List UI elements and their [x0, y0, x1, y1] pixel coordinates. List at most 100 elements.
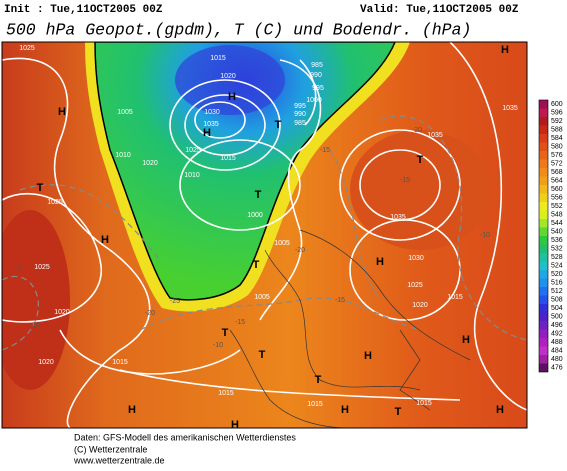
isobar-label: 1025	[185, 147, 201, 154]
warm-core	[350, 130, 490, 250]
isotherm-label: -20	[145, 310, 155, 317]
colorbar-cell	[539, 100, 548, 109]
pressure-center: H	[128, 404, 136, 416]
colorbar-label: 588	[551, 127, 563, 134]
pressure-center: H	[376, 256, 384, 268]
colorbar-label: 488	[551, 339, 563, 346]
pressure-center: H	[341, 404, 349, 416]
isobar-label: 1005	[274, 240, 290, 247]
isobar-label: 1015	[210, 55, 226, 62]
colorbar-label: 552	[551, 203, 563, 210]
isobar-label: 1015	[447, 294, 463, 301]
valid-time: Valid: Tue,11OCT2005 00Z	[360, 4, 519, 16]
isotherm-label: -15	[335, 297, 345, 304]
isotherm-label: -15	[400, 177, 410, 184]
isobar-label: 1020	[54, 309, 70, 316]
colorbar-cell	[539, 321, 548, 330]
pressure-center: H	[462, 334, 470, 346]
pressure-center: H	[58, 106, 66, 118]
isobar-label: 985	[294, 120, 306, 127]
colorbar-cell	[539, 185, 548, 194]
isobar-label: 1010	[184, 172, 200, 179]
isobar-label: 1015	[112, 359, 128, 366]
colorbar-cell	[539, 355, 548, 364]
colorbar-label: 524	[551, 263, 563, 270]
isotherm-label: -25	[170, 298, 180, 305]
isobar-label: 1005	[254, 294, 270, 301]
isobar-label: 990	[310, 72, 322, 79]
colorbar-label: 572	[551, 161, 563, 168]
map-frame	[1, 41, 528, 429]
isobar-label: 1025	[34, 264, 50, 271]
isobars	[2, 42, 527, 428]
pressure-center: H	[364, 350, 372, 362]
pressure-center: T	[37, 182, 44, 194]
colorbar-label: 484	[551, 348, 563, 355]
colorbar-label: 584	[551, 135, 563, 142]
colorbar-label: 592	[551, 118, 563, 125]
colorbar-cell	[539, 304, 548, 313]
colorbar-label: 492	[551, 331, 563, 338]
isobar-label: 1025	[407, 282, 423, 289]
colorbar-frame	[538, 99, 549, 373]
pressure-center: T	[222, 327, 229, 339]
footer-line: www.wetterzentrale.de	[73, 455, 165, 465]
colorbar-label: 504	[551, 305, 563, 312]
colorbar-cell	[539, 270, 548, 279]
colorbar-label: 564	[551, 178, 563, 185]
pressure-center: H	[101, 234, 109, 246]
colorbar-label: 512	[551, 288, 563, 295]
colorbar-cell	[539, 125, 548, 134]
isobar-label: 1020	[38, 359, 54, 366]
isobar-label: 1035	[502, 105, 518, 112]
colorbar-label: 532	[551, 246, 563, 253]
colorbar-cell	[539, 108, 548, 117]
colorbar-label: 496	[551, 322, 563, 329]
colorbar-label: 536	[551, 237, 563, 244]
colorbar-label: 560	[551, 186, 563, 193]
isobar-label: 1015	[416, 400, 432, 407]
pressure-center: T	[259, 349, 266, 361]
isotherm-label: -15	[235, 319, 245, 326]
colorbar-cell	[539, 117, 548, 126]
colorbar-cell	[539, 363, 548, 372]
colorbar-cell	[539, 227, 548, 236]
isotherm-label: -10	[213, 342, 223, 349]
isobar-label: 1015	[220, 155, 236, 162]
colorbar-label: 528	[551, 254, 563, 261]
pressure-center: T	[395, 406, 402, 418]
colorbar-label: 548	[551, 212, 563, 219]
colorbar-cell	[539, 278, 548, 287]
map-title: 500 hPa Geopot.(gpdm), T (C) und Bodendr…	[6, 20, 471, 39]
isobar-label: 1000	[306, 97, 322, 104]
colorbar-cell	[539, 134, 548, 143]
colorbar-label: 596	[551, 110, 563, 117]
colorbar-label: 520	[551, 271, 563, 278]
isobar-label: 1025	[47, 199, 63, 206]
colorbar-cell	[539, 142, 548, 151]
colorbar-cell	[539, 346, 548, 355]
colorbar-label: 556	[551, 195, 563, 202]
pressure-center: H	[496, 404, 504, 416]
isotherm-label: -20	[295, 247, 305, 254]
isobar-label: 1030	[204, 109, 220, 116]
pressure-center: T	[315, 374, 322, 386]
colorbar-label: 600	[551, 101, 563, 108]
isobar-label: 1020	[412, 302, 428, 309]
colorbar-cell	[539, 295, 548, 304]
colorbar-label: 580	[551, 144, 563, 151]
colorbar-label: 568	[551, 169, 563, 176]
colorbar-cell	[539, 261, 548, 270]
isobar-label: 995	[294, 103, 306, 110]
isobar-label: 990	[294, 111, 306, 118]
isobar-label: 1025	[19, 45, 35, 52]
colorbar-cell	[539, 244, 548, 253]
footer-line: (C) Wetterzentrale	[74, 444, 147, 454]
colorbar-cell	[539, 253, 548, 262]
isobar-label: 995	[312, 85, 324, 92]
pressure-center: H	[203, 127, 211, 139]
